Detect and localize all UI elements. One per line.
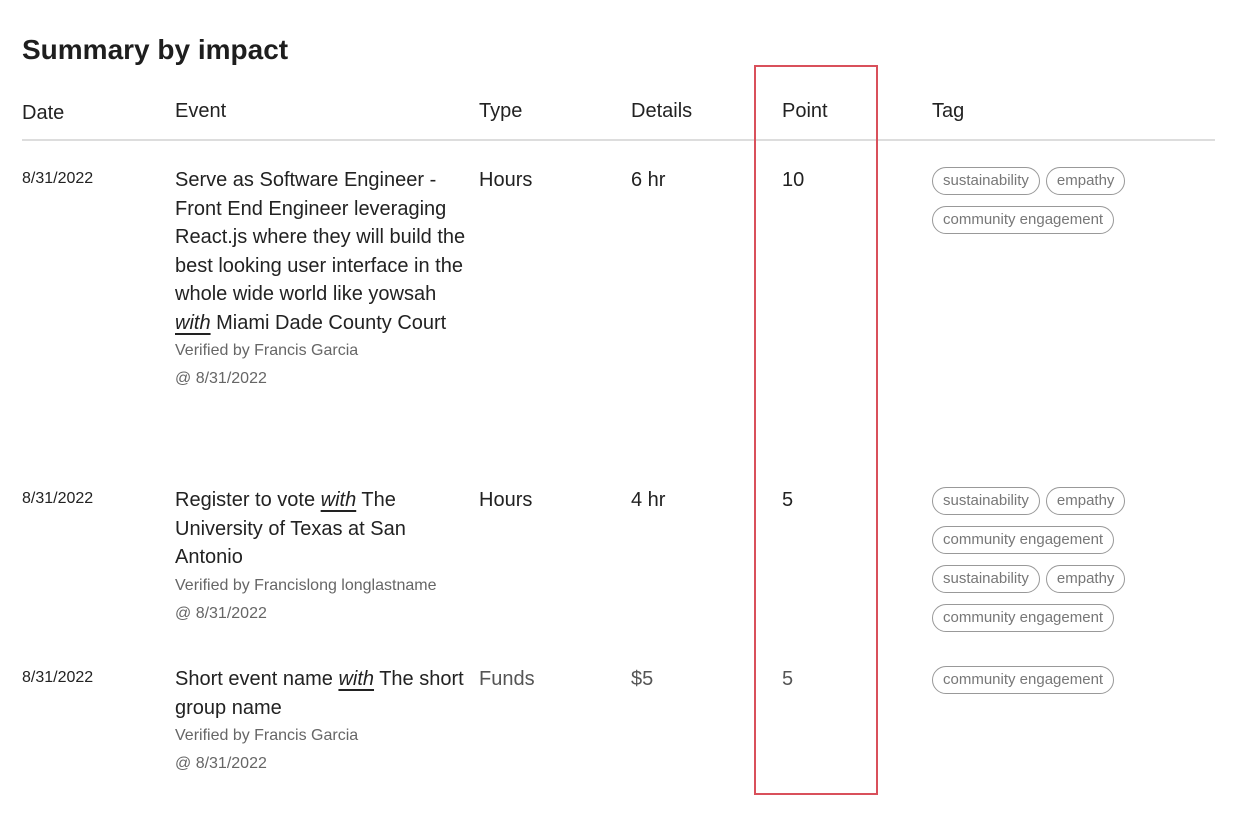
tag-chip: sustainability xyxy=(932,167,1040,195)
event-name: Register to vote xyxy=(175,489,316,511)
tag-chip: community engagement xyxy=(932,666,1115,694)
page-title: Summary by impact xyxy=(22,34,289,65)
event-title: Register to vote with The University of … xyxy=(175,486,467,572)
tag-chip: empathy xyxy=(1045,487,1126,515)
column-header-tag[interactable]: Tag xyxy=(932,100,965,122)
row-event: Short event name with The short group na… xyxy=(175,665,467,778)
row-tags: sustainability empathy community engagemen… xyxy=(932,166,1172,234)
event-name: Short event name xyxy=(175,668,333,690)
group-name: Miami Dade County Court xyxy=(216,311,447,334)
row-details: 4 hr xyxy=(631,489,666,511)
row-date: 8/31/2022 xyxy=(22,170,94,187)
group-name: The short group name xyxy=(175,668,464,719)
row-date: 8/31/2022 xyxy=(22,490,94,507)
tag-chip: empathy xyxy=(1045,565,1126,593)
row-tags: sustainability empathy community engagemen… xyxy=(932,486,1172,632)
row-details: 6 hr xyxy=(631,169,666,191)
row-tags: community engagement xyxy=(932,665,1172,694)
verified-by: Verified by Francis Garcia xyxy=(175,342,359,359)
verified-by: Verified by Francislong longlastname xyxy=(175,576,437,594)
with-label: with xyxy=(338,668,375,690)
tag-chip: sustainability xyxy=(932,487,1040,515)
header-divider xyxy=(22,139,1215,141)
verified-at: @ 8/31/2022 xyxy=(175,370,267,387)
row-event: Serve as Software Engineer - Front End E… xyxy=(175,166,467,393)
verified-at: @ 8/31/2022 xyxy=(175,755,267,772)
row-type: Hours xyxy=(479,489,533,511)
row-date: 8/31/2022 xyxy=(22,669,94,686)
column-header-type[interactable]: Type xyxy=(479,100,523,122)
group-name: The University of Texas at San Antonio xyxy=(175,489,406,568)
column-header-point[interactable]: Point xyxy=(782,100,828,122)
row-point: 5 xyxy=(782,489,794,511)
tag-chip: sustainability xyxy=(932,565,1040,593)
row-point: 5 xyxy=(782,668,794,690)
event-title: Serve as Software Engineer - Front End E… xyxy=(175,166,467,337)
row-details: $5 xyxy=(631,668,654,690)
verified-at: @ 8/31/2022 xyxy=(175,604,267,622)
row-event: Register to vote with The University of … xyxy=(175,486,467,628)
with-label: with xyxy=(175,311,211,334)
point-column-highlight xyxy=(754,65,878,795)
tag-chip: empathy xyxy=(1045,167,1126,195)
row-point: 10 xyxy=(782,169,805,191)
with-label: with xyxy=(320,489,357,511)
event-name: Serve as Software Engineer - Front End E… xyxy=(175,169,466,305)
row-type: Funds xyxy=(479,668,535,690)
tag-chip: community engagement xyxy=(932,526,1115,554)
tag-chip: community engagement xyxy=(932,604,1115,632)
column-header-event[interactable]: Event xyxy=(175,100,227,122)
verified-by: Verified by Francis Garcia xyxy=(175,727,359,744)
column-header-date[interactable]: Date xyxy=(22,102,65,124)
tag-chip: community engagement xyxy=(932,206,1115,234)
column-header-details[interactable]: Details xyxy=(631,100,693,122)
row-type: Hours xyxy=(479,169,533,191)
event-title: Short event name with The short group na… xyxy=(175,665,467,722)
